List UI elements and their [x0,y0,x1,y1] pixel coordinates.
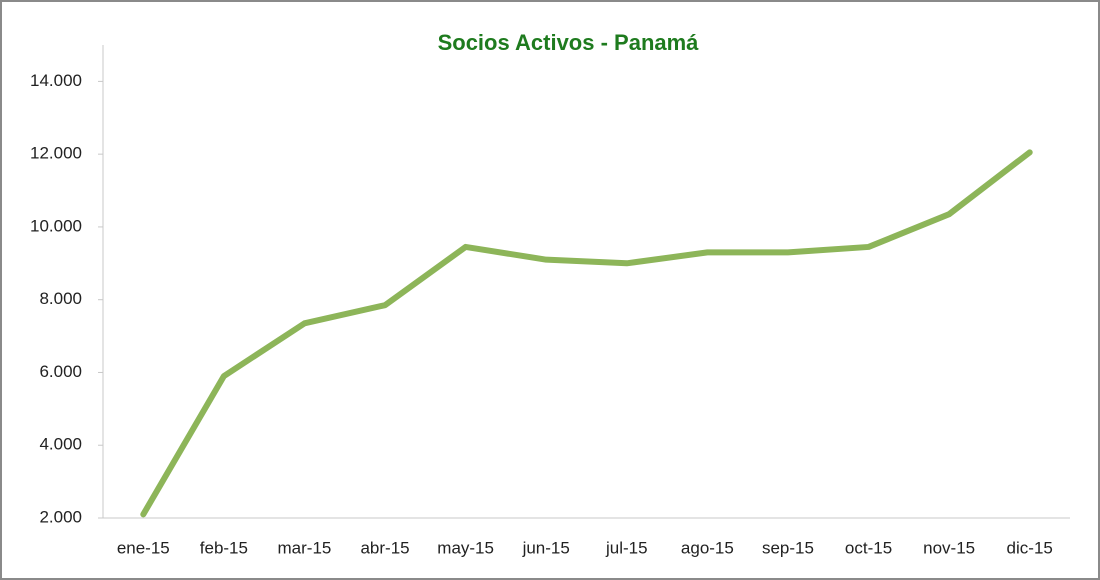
x-tick-label: may-15 [437,538,494,557]
y-tick-label: 14.000 [30,71,82,90]
x-tick-label: dic-15 [1007,538,1053,557]
y-tick-label: 12.000 [30,144,82,163]
y-tick-label: 2.000 [39,507,82,526]
y-tick-label: 10.000 [30,216,82,235]
x-tick-label: oct-15 [845,538,892,557]
x-tick-label: nov-15 [923,538,975,557]
x-tick-label: mar-15 [278,538,332,557]
x-tick-label: jun-15 [522,538,570,557]
x-tick-label: abr-15 [360,538,409,557]
x-tick-label: ene-15 [117,538,170,557]
y-tick-label: 4.000 [39,435,82,454]
x-tick-label: jul-15 [605,538,648,557]
series-line [140,149,1033,518]
chart-title: Socios Activos - Panamá [438,30,700,55]
y-tick-label: 8.000 [39,289,82,308]
x-tick-label: feb-15 [200,538,248,557]
x-tick-label: sep-15 [762,538,814,557]
x-tick-label: ago-15 [681,538,734,557]
y-tick-label: 6.000 [39,362,82,381]
